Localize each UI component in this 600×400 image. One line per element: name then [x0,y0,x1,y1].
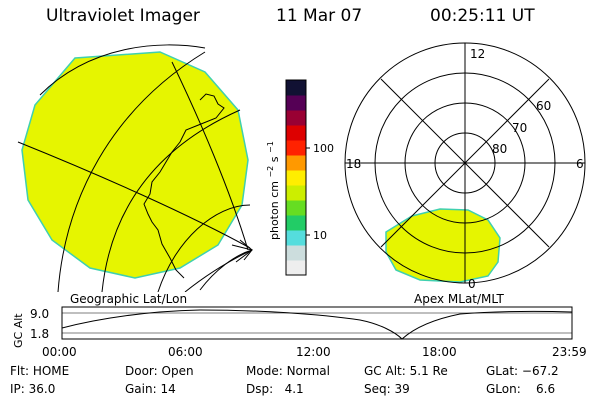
colorbar-segment [286,215,306,231]
colorbar-segment [286,125,306,141]
colorbar-segment [286,95,306,111]
glat-status: GLat: −67.2 [486,364,559,378]
time-tick-0: 00:00 [42,345,77,359]
time-tick-2: 12:00 [296,345,331,359]
sun-direction-marker [231,244,254,263]
lat-lon-grid [17,44,253,292]
gain-status: Gain: 14 [125,382,176,396]
flight-status: Flt: HOME [10,364,70,378]
altitude-ytick-top: 9.0 [30,307,49,321]
time-tick-1: 06:00 [168,345,203,359]
mlt-label-18: 18 [346,157,361,171]
altitude-axis-label: GC Alt [12,313,25,348]
mlt-label-6: 6 [576,157,584,171]
lat-label-60: 60 [536,99,551,113]
colorbar-segment [286,185,306,201]
mlt-label-0: 0 [468,277,476,291]
colorbar-segment [286,200,306,216]
altitude-ytick-bottom: 1.8 [30,327,49,341]
altitude-curve [61,309,573,340]
left-panel-label: Geographic Lat/Lon [70,292,188,306]
colorbar-segment [286,230,306,246]
time-tick-4: 23:59 [552,345,587,359]
coastline [143,93,225,279]
instrument-title: Ultraviolet Imager [46,6,200,26]
colorbar-tick-100: 100 [313,142,334,155]
mlt-label-12: 12 [470,47,485,61]
aurora-image-left [21,51,249,279]
colorbar-segment [286,155,306,171]
door-status: Door: Open [125,364,194,378]
colorbar-segment [286,140,306,156]
aurora-image-right [385,208,501,283]
ip-status: IP: 36.0 [10,382,56,396]
colorbar-segment [286,110,306,126]
time-tick-3: 18:00 [422,345,457,359]
gc-alt-status: GC Alt: 5.1 Re [364,364,448,378]
colorbar-segment [286,245,306,261]
lat-label-70: 70 [512,121,527,135]
colorbar-segment [286,80,306,96]
glon-status: GLon: 6.6 [486,382,556,396]
mode-status: Mode: Normal [246,364,330,378]
colorbar-unit-label: photon cm −2 s −1 [263,141,281,240]
colorbar-segment [286,260,306,276]
lat-label-80: 80 [492,142,507,156]
dsp-status: Dsp: 4.1 [246,382,304,396]
right-panel-label: Apex MLat/MLT [414,292,504,306]
colorbar-tick-10: 10 [313,229,327,242]
observation-date: 11 Mar 07 [276,6,363,26]
seq-status: Seq: 39 [364,382,410,396]
colorbar-segment [286,170,306,186]
observation-time: 00:25:11 UT [430,6,535,26]
